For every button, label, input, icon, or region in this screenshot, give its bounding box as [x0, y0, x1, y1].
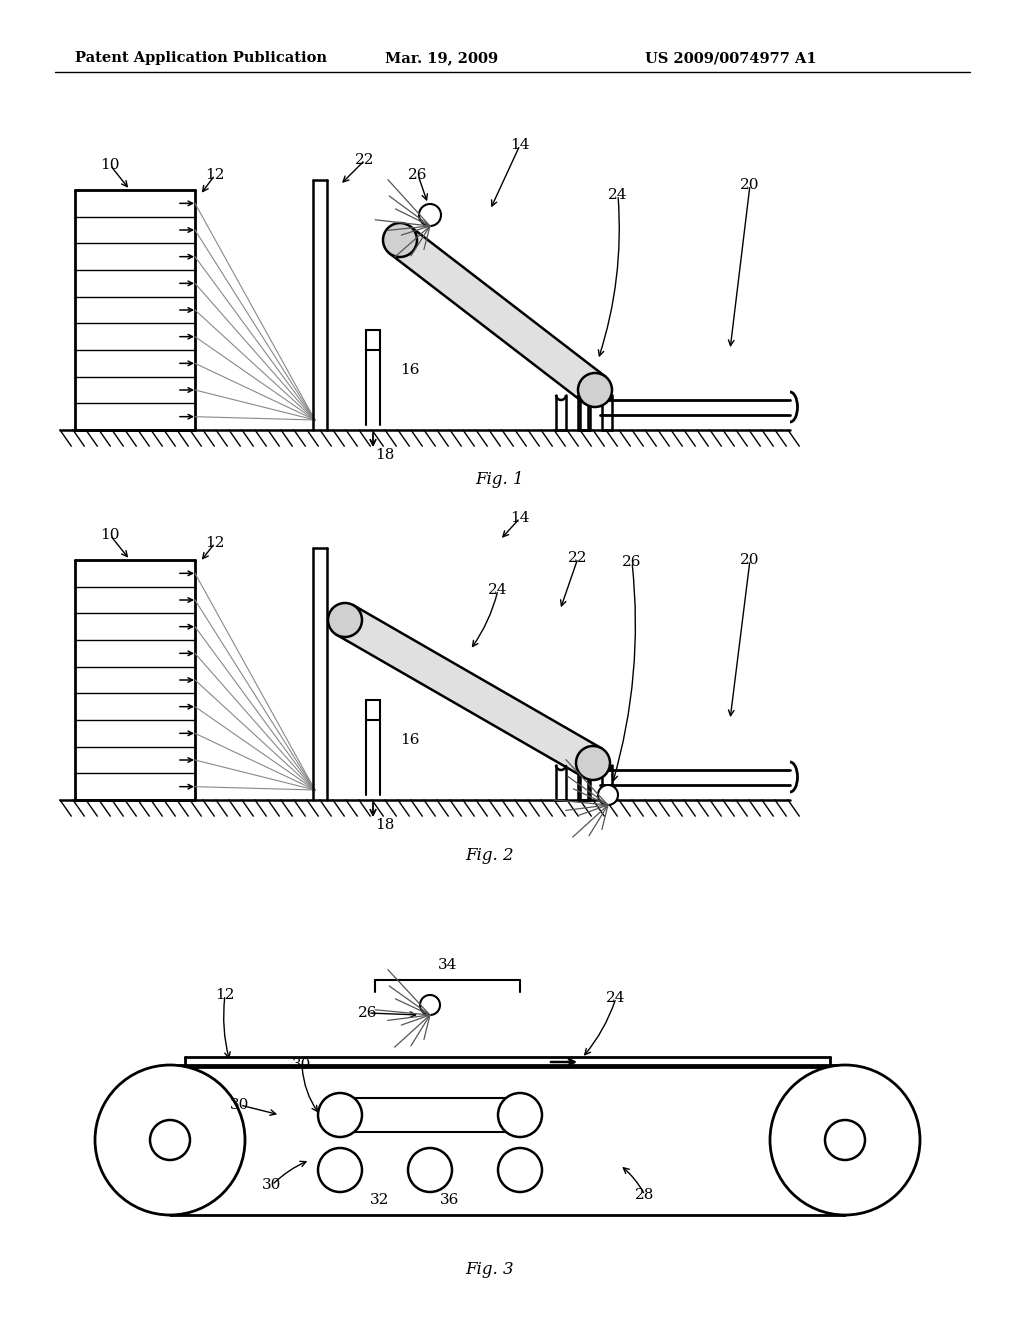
Text: Fig. 1: Fig. 1 — [476, 471, 524, 488]
Text: 16: 16 — [400, 363, 420, 378]
Text: 26: 26 — [358, 1006, 378, 1020]
Text: 26: 26 — [409, 168, 428, 182]
Text: 26: 26 — [623, 554, 642, 569]
Circle shape — [318, 1093, 362, 1137]
Text: Mar. 19, 2009: Mar. 19, 2009 — [385, 51, 498, 65]
Text: 22: 22 — [568, 550, 588, 565]
Text: 14: 14 — [510, 139, 529, 152]
Circle shape — [419, 205, 441, 226]
Text: 18: 18 — [376, 447, 394, 462]
Text: 28: 28 — [635, 1188, 654, 1203]
Circle shape — [498, 1148, 542, 1192]
Circle shape — [150, 1119, 190, 1160]
Circle shape — [420, 995, 440, 1015]
Text: Fig. 2: Fig. 2 — [466, 846, 514, 863]
Circle shape — [95, 1065, 245, 1214]
Text: 30: 30 — [522, 1173, 542, 1187]
Text: 20: 20 — [740, 178, 760, 191]
Text: 16: 16 — [400, 733, 420, 747]
Text: 24: 24 — [606, 991, 626, 1005]
Circle shape — [318, 1148, 362, 1192]
Text: 30: 30 — [292, 1059, 311, 1072]
Text: 12: 12 — [205, 536, 224, 550]
Text: 24: 24 — [488, 583, 508, 597]
Text: 30: 30 — [262, 1177, 282, 1192]
Text: 32: 32 — [371, 1193, 390, 1206]
Circle shape — [578, 374, 612, 407]
Text: 30: 30 — [230, 1098, 250, 1111]
Text: 12: 12 — [215, 987, 234, 1002]
Text: 22: 22 — [355, 153, 375, 168]
Text: Patent Application Publication: Patent Application Publication — [75, 51, 327, 65]
Text: 12: 12 — [205, 168, 224, 182]
Text: Fig. 3: Fig. 3 — [466, 1262, 514, 1279]
Circle shape — [383, 223, 417, 257]
Text: 18: 18 — [376, 818, 394, 832]
Polygon shape — [390, 227, 605, 404]
Circle shape — [328, 603, 362, 638]
Circle shape — [575, 746, 610, 780]
Polygon shape — [337, 606, 601, 777]
Circle shape — [770, 1065, 920, 1214]
Text: 24: 24 — [608, 187, 628, 202]
Circle shape — [498, 1093, 542, 1137]
Text: 34: 34 — [438, 958, 458, 972]
Text: 14: 14 — [510, 511, 529, 525]
Text: 10: 10 — [100, 528, 120, 543]
Text: 36: 36 — [440, 1193, 460, 1206]
Circle shape — [408, 1148, 452, 1192]
Circle shape — [825, 1119, 865, 1160]
Text: 20: 20 — [740, 553, 760, 568]
Text: 10: 10 — [100, 158, 120, 172]
Circle shape — [598, 785, 618, 805]
Text: US 2009/0074977 A1: US 2009/0074977 A1 — [645, 51, 816, 65]
